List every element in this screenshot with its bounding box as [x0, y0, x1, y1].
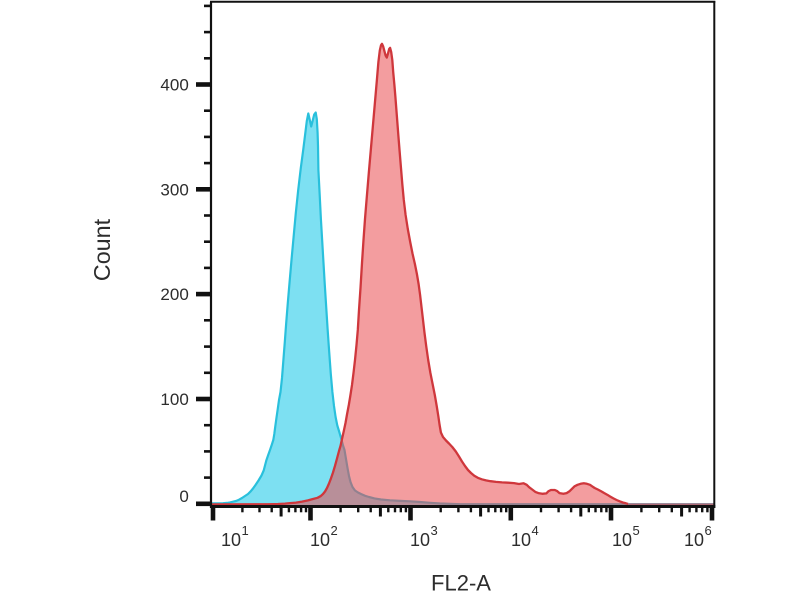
- svg-text:100: 100: [160, 390, 188, 409]
- svg-text:10: 10: [410, 530, 430, 550]
- svg-text:Count: Count: [89, 218, 115, 281]
- svg-text:300: 300: [160, 180, 188, 199]
- svg-text:10: 10: [612, 530, 632, 550]
- svg-text:10: 10: [684, 530, 704, 550]
- svg-text:FL2-A: FL2-A: [431, 571, 491, 596]
- svg-text:1: 1: [242, 523, 249, 538]
- svg-text:400: 400: [160, 76, 188, 95]
- svg-text:0: 0: [179, 487, 188, 506]
- svg-text:10: 10: [511, 530, 531, 550]
- svg-text:3: 3: [431, 523, 438, 538]
- svg-text:6: 6: [705, 523, 712, 538]
- svg-text:5: 5: [633, 523, 640, 538]
- svg-text:10: 10: [310, 530, 330, 550]
- svg-text:200: 200: [160, 285, 188, 304]
- svg-text:4: 4: [532, 523, 539, 538]
- svg-text:10: 10: [221, 530, 241, 550]
- svg-text:2: 2: [331, 523, 338, 538]
